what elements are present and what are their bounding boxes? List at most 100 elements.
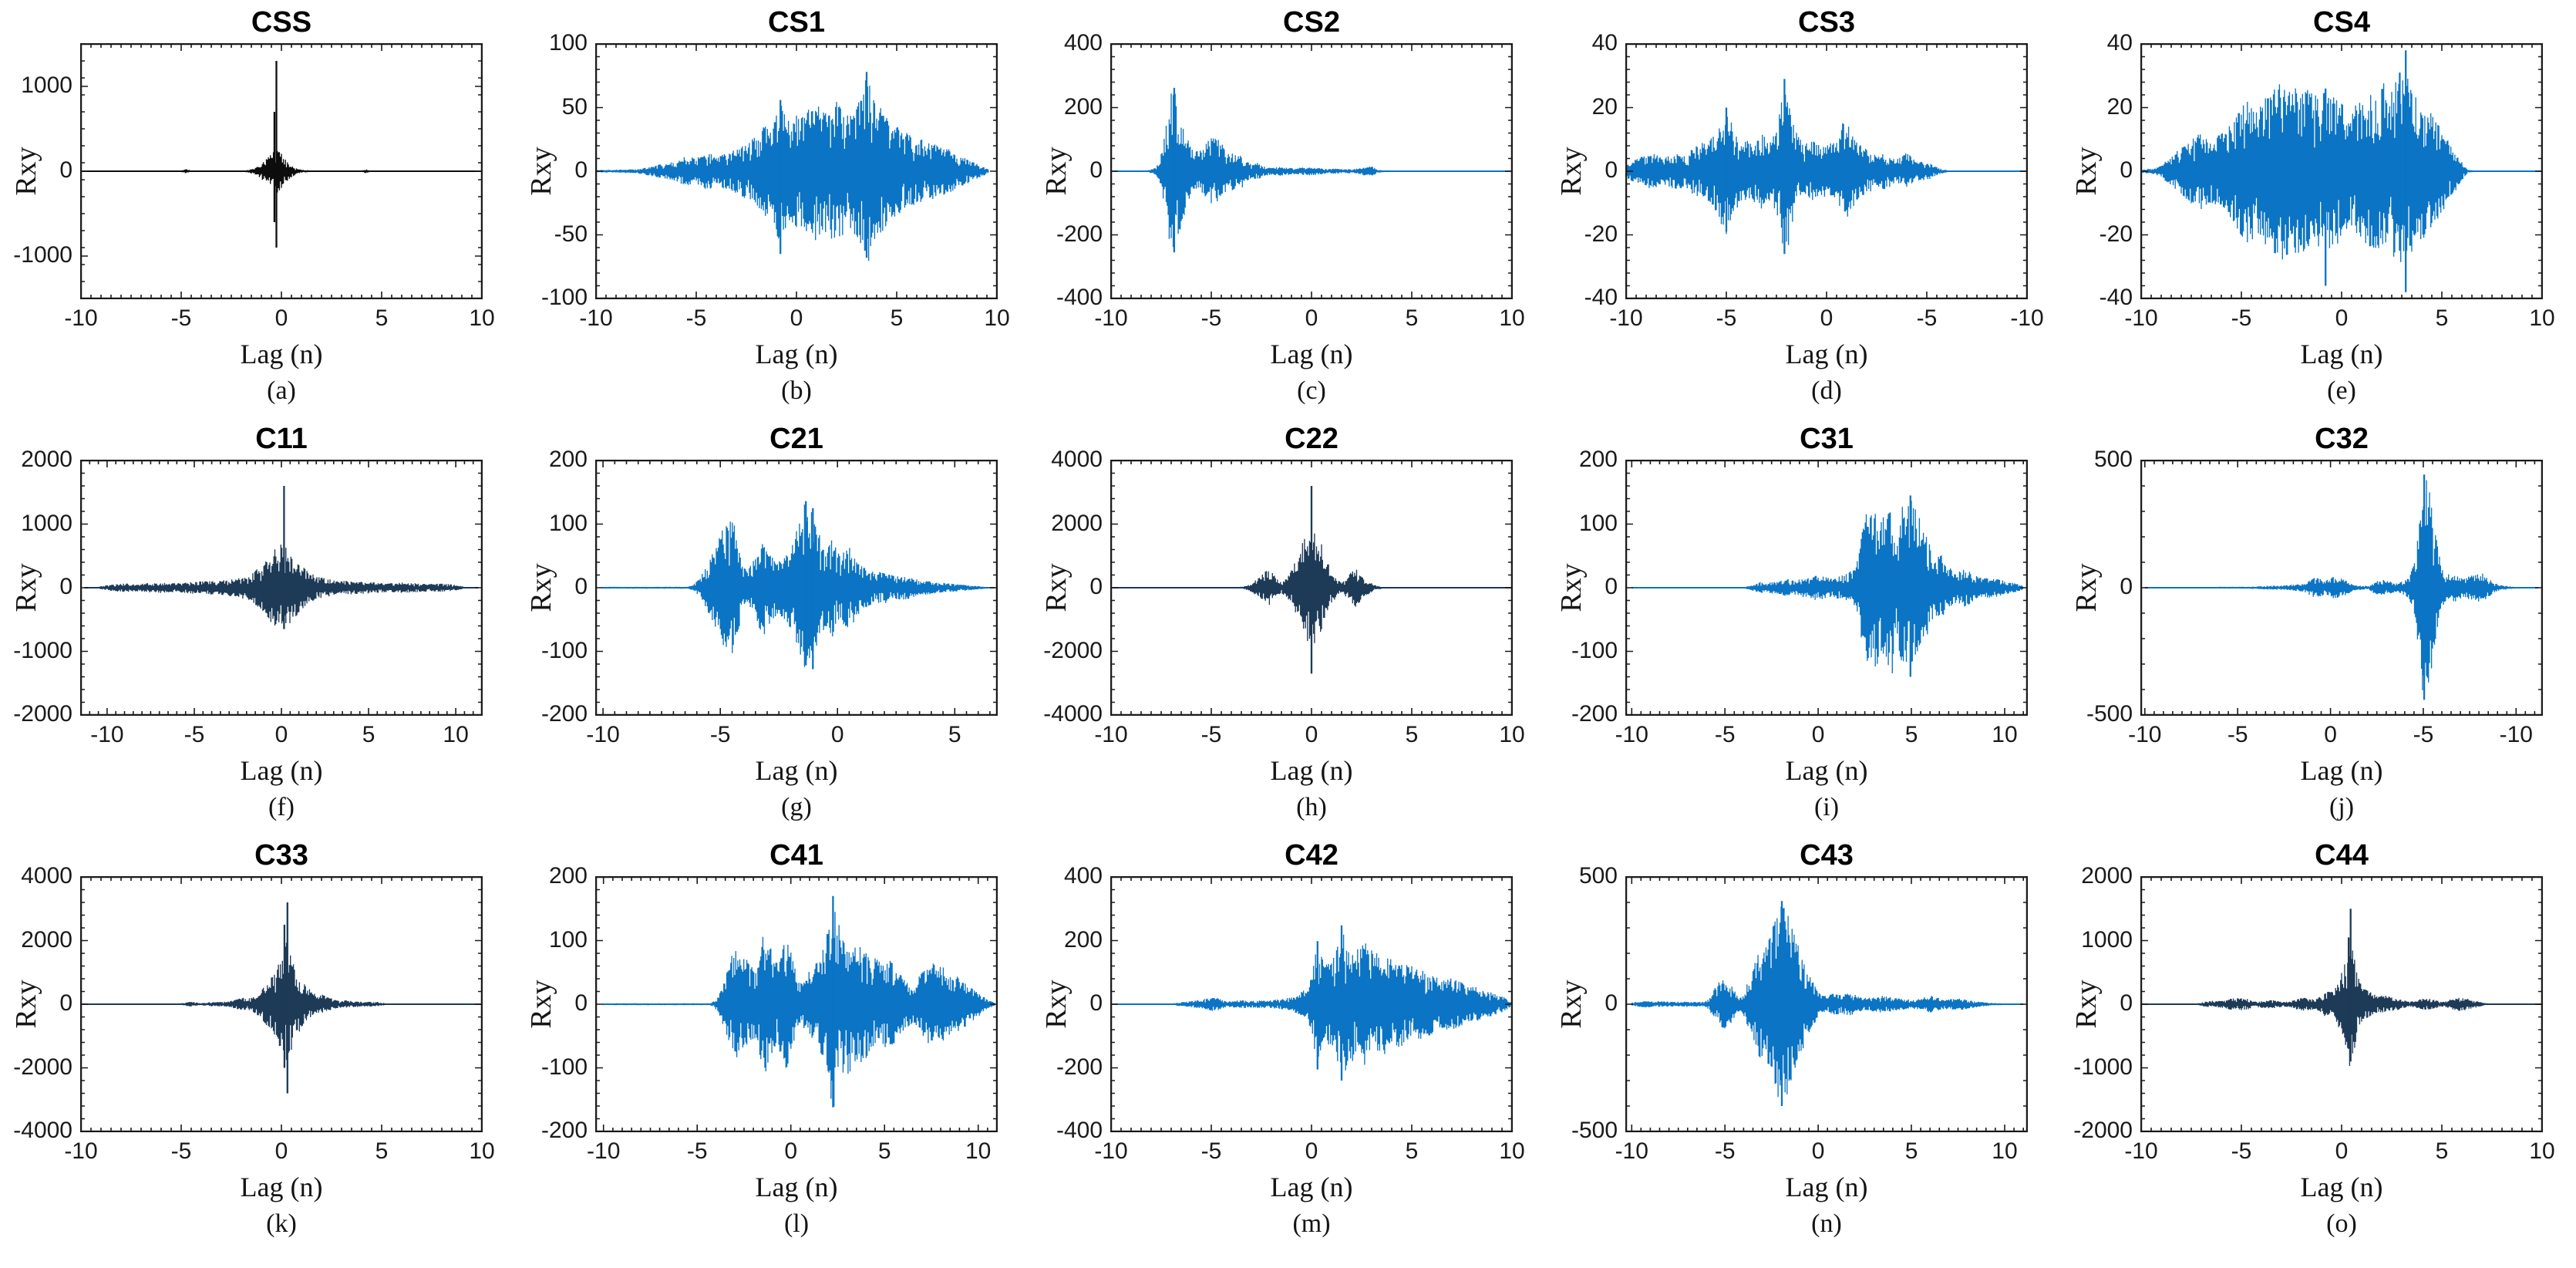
subplot-c41: C41 Rxy 200 100 0 -100 -200 -10 -5 0 5 10 Lag (n… (515, 833, 1030, 1268)
x-tick-label: 10 (2529, 1138, 2555, 1164)
y-tick-label: -200 (1571, 701, 1618, 727)
x-tick-label: -5 (1200, 1138, 1222, 1164)
y-tick-label: 20 (2106, 93, 2133, 120)
y-tick-label: -200 (540, 1118, 588, 1143)
subplot-cs4: CS4 Rxy 40 20 0 -20 -40 -10 -5 0 5 10 Lag (n) (e… (2060, 0, 2575, 416)
y-tick-label: -4000 (1043, 701, 1103, 727)
x-tick-label: -10 (1609, 305, 1643, 331)
subplot-c43: C43 Rxy 500 0 -500 -10 -5 0 5 10 Lag (n) (n) (1545, 833, 2060, 1268)
x-tick-label: 10 (1499, 305, 1525, 331)
x-axis-label: Lag (n) (1785, 755, 1868, 786)
x-tick-label: -10 (1094, 722, 1128, 747)
x-tick-label: -5 (686, 1138, 708, 1164)
y-tick-label: 0 (2120, 574, 2133, 599)
y-tick-label: -4000 (13, 1118, 72, 1143)
x-tick-label: 5 (877, 1138, 891, 1164)
x-tick-label: -5 (2231, 305, 2252, 331)
x-tick-label: 10 (1499, 1138, 1525, 1164)
plot-title: C21 (769, 423, 823, 455)
waveform-plot (1110, 876, 1513, 1132)
x-axis-label: Lag (n) (240, 755, 323, 786)
subplot-cs1: CS1 Rxy 100 50 0 -50 -100 -10 -5 0 5 10 Lag (n) … (515, 0, 1030, 416)
x-tick-label: 0 (2324, 722, 2337, 747)
x-tick-label: 0 (274, 305, 288, 331)
x-tick-label: 5 (890, 305, 904, 331)
subplot-caption: (k) (266, 1209, 297, 1238)
y-tick-label: 200 (1063, 926, 1103, 953)
subplot-caption: (e) (2327, 376, 2356, 405)
y-tick-label: -100 (540, 1054, 588, 1080)
y-tick-label: 400 (1063, 863, 1103, 889)
waveform-plot (1625, 876, 2028, 1132)
y-tick-label: 0 (1605, 574, 1618, 599)
waveform-plot (595, 876, 998, 1132)
x-tick-label: 0 (1820, 305, 1834, 331)
y-tick-label: 0 (574, 574, 588, 599)
x-tick-label: -5 (2413, 722, 2434, 747)
x-tick-label: 0 (1305, 305, 1318, 331)
x-tick-label: 5 (2435, 1138, 2449, 1164)
y-tick-label: 0 (59, 574, 72, 599)
subplot-cs2: CS2 Rxy 400 200 0 -200 -400 -10 -5 0 5 10 Lag (n… (1030, 0, 1545, 416)
plot-title: C44 (2315, 839, 2369, 872)
y-tick-label: 2000 (21, 926, 72, 953)
y-tick-label: -1000 (13, 242, 72, 268)
x-tick-label: -10 (586, 722, 620, 747)
x-tick-label: -5 (1916, 305, 1938, 331)
y-tick-label: -400 (1056, 1118, 1103, 1143)
y-tick-label: -20 (1584, 221, 1618, 247)
waveform-plot (80, 43, 483, 299)
subplot-caption: (a) (267, 376, 296, 405)
y-tick-label: -200 (540, 701, 588, 727)
x-tick-label: 10 (1499, 722, 1525, 747)
x-tick-label: 5 (948, 722, 961, 747)
y-tick-label: -500 (2086, 701, 2133, 727)
x-tick-label: -10 (1094, 1138, 1128, 1164)
y-tick-label: 0 (59, 990, 72, 1016)
plot-title: CS3 (1798, 6, 1855, 39)
y-tick-label: 0 (1089, 574, 1103, 599)
x-tick-label: 0 (1305, 1138, 1318, 1164)
y-tick-label: 40 (1591, 30, 1618, 56)
x-tick-label: 10 (1992, 722, 2018, 747)
x-tick-label: 5 (375, 1138, 389, 1164)
x-tick-label: 10 (984, 305, 1010, 331)
x-tick-label: -5 (1714, 1138, 1736, 1164)
y-tick-label: -50 (554, 221, 588, 247)
subplot-cs3: CS3 Rxy 40 20 0 -20 -40 -10 -5 0 -5 -10 Lag (n) … (1545, 0, 2060, 416)
x-axis-label: Lag (n) (755, 1172, 838, 1202)
plot-title: C22 (1285, 423, 1339, 455)
y-tick-label: 0 (1605, 157, 1618, 183)
subplot-c33: C33 Rxy 4000 2000 0 -2000 -4000 -10 -5 0 5 10 La… (0, 833, 515, 1268)
y-tick-label: 100 (548, 926, 588, 953)
y-tick-label: 2000 (2081, 863, 2133, 889)
plot-title: C33 (254, 839, 308, 872)
y-tick-label: -1000 (2073, 1054, 2133, 1080)
y-tick-label: -100 (1571, 637, 1618, 663)
subplot-caption: (j) (2329, 793, 2355, 821)
y-tick-label: 1000 (2081, 926, 2133, 953)
subplot-caption: (o) (2326, 1209, 2357, 1238)
y-tick-label: -2000 (2073, 1118, 2133, 1143)
x-tick-label: -10 (1615, 722, 1648, 747)
y-tick-label: -100 (540, 285, 588, 310)
subplot-caption: (i) (1813, 793, 1840, 821)
plot-title: C11 (255, 423, 308, 455)
subplot-caption: (l) (783, 1209, 810, 1238)
y-tick-label: -400 (1056, 285, 1103, 310)
subplot-c21: C21 Rxy 200 100 0 -100 -200 -10 -5 0 5 Lag (n) … (515, 416, 1030, 833)
x-tick-label: -5 (170, 305, 192, 331)
x-tick-label: -5 (1716, 305, 1737, 331)
x-tick-label: -10 (64, 305, 98, 331)
x-axis-label: Lag (n) (2300, 1172, 2383, 1202)
subplot-caption: (b) (781, 376, 812, 405)
y-tick-label: 0 (2120, 990, 2133, 1016)
x-tick-label: -10 (2124, 1138, 2158, 1164)
subplot-c32: C32 Rxy 500 0 -500 -10 -5 0 -5 -10 Lag (n) (j) (2060, 416, 2575, 833)
x-axis-label: Lag (n) (2300, 339, 2383, 369)
subplot-caption: (d) (1811, 376, 1842, 405)
plot-title: C41 (769, 839, 823, 872)
plot-title: CSS (251, 6, 312, 39)
waveform-plot (2140, 876, 2543, 1132)
